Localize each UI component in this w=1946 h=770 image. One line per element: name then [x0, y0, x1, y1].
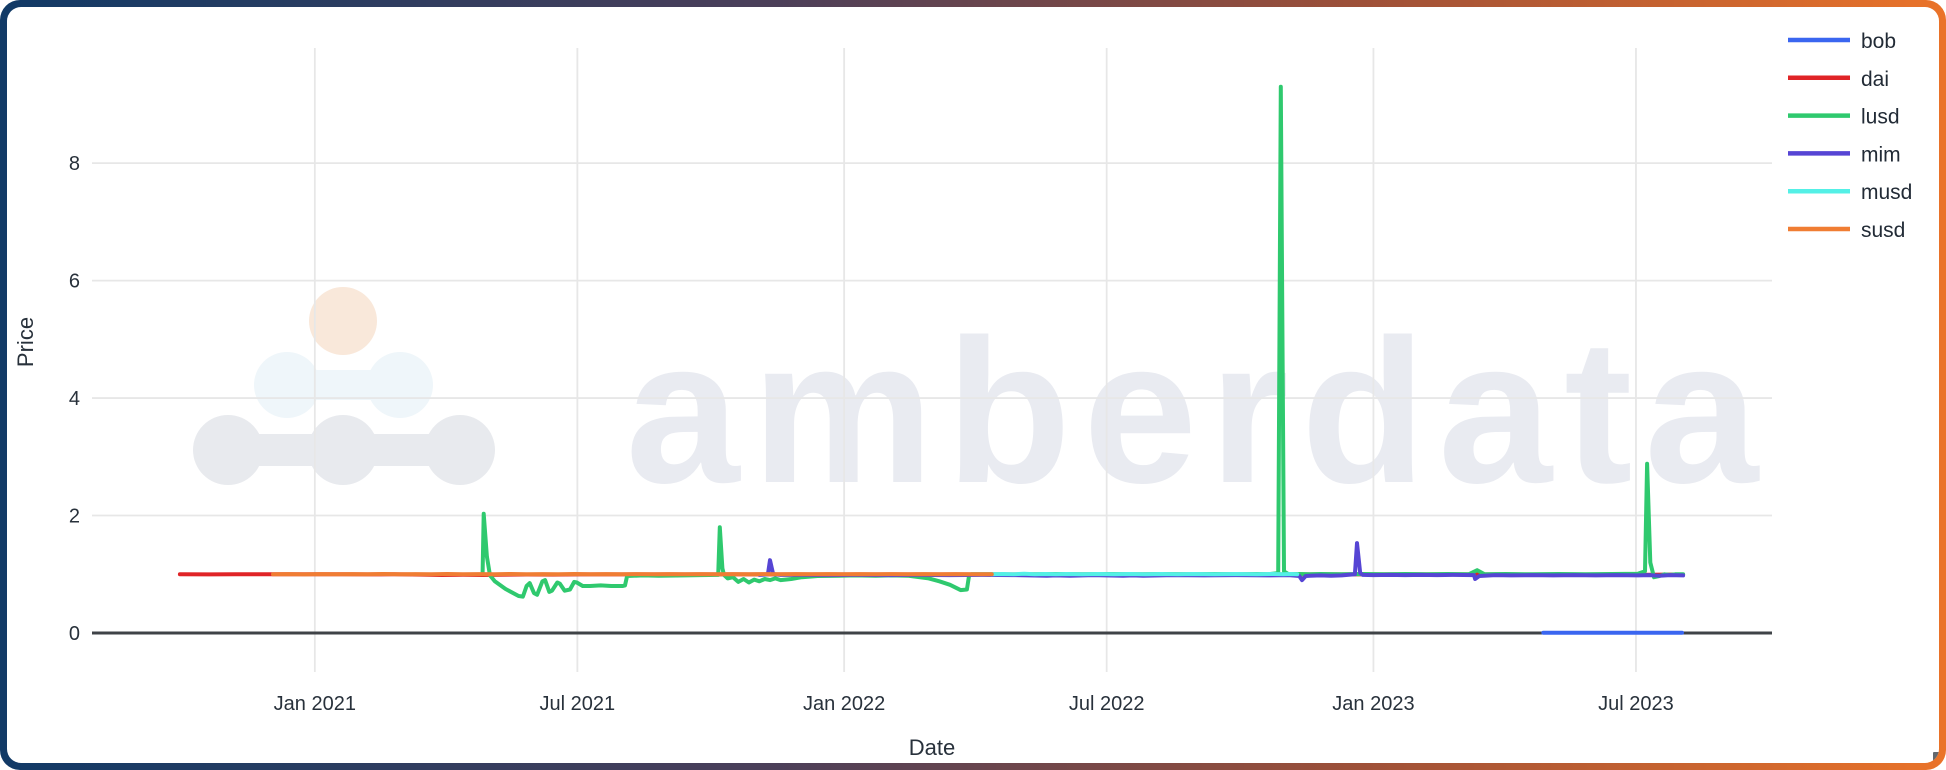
legend-label-bob: bob [1861, 30, 1896, 53]
legend: bob dai lusd mim musd susd [1788, 30, 1912, 242]
legend-item-musd[interactable]: musd [1788, 181, 1912, 204]
y-tick-label: 2 [69, 506, 80, 528]
resize-handle[interactable] [1933, 752, 1939, 763]
x-tick-label: Jan 2022 [803, 693, 885, 715]
horizontal-gridlines [92, 162, 1772, 517]
legend-item-dai[interactable]: dai [1788, 68, 1889, 91]
amberdata-logo-watermark [193, 287, 495, 485]
x-tick-label: Jul 2021 [540, 693, 616, 715]
y-tick-label: 4 [69, 388, 80, 410]
legend-item-susd[interactable]: susd [1788, 219, 1905, 242]
x-tick-label: Jan 2021 [274, 693, 356, 715]
x-tick-labels: Jan 2021 Jul 2021 Jan 2022 Jul 2022 Jan 2023… [274, 693, 1674, 715]
legend-item-bob[interactable]: bob [1788, 30, 1896, 53]
x-tick-label: Jan 2023 [1332, 693, 1414, 715]
legend-label-lusd: lusd [1861, 106, 1900, 129]
y-axis-title: Price [13, 317, 38, 367]
y-tick-label: 0 [69, 623, 80, 645]
series-lines [177, 84, 1686, 635]
legend-item-mim[interactable]: mim [1788, 143, 1901, 166]
price-chart: amberdata Jan 2021 Jul 2021 Jan 2022 Jul 20… [13, 30, 1912, 760]
legend-label-dai: dai [1861, 68, 1889, 91]
x-axis-title: Date [909, 735, 955, 760]
series-line-musd [989, 571, 1300, 577]
chart-panel: amberdata Jan 2021 Jul 2021 Jan 2022 Jul 20… [7, 7, 1939, 763]
legend-label-mim: mim [1861, 143, 1901, 166]
x-tick-label: Jul 2022 [1069, 693, 1145, 715]
legend-label-musd: musd [1861, 181, 1912, 204]
legend-item-lusd[interactable]: lusd [1788, 106, 1900, 129]
y-tick-label: 6 [69, 271, 80, 293]
y-tick-label: 8 [69, 153, 80, 175]
y-tick-labels: 0 2 4 6 8 [69, 153, 80, 645]
vertical-gridlines [313, 48, 1637, 672]
x-tick-label: Jul 2023 [1598, 693, 1674, 715]
legend-label-susd: susd [1861, 219, 1905, 242]
amberdata-wordmark-watermark: amberdata [626, 297, 1771, 526]
